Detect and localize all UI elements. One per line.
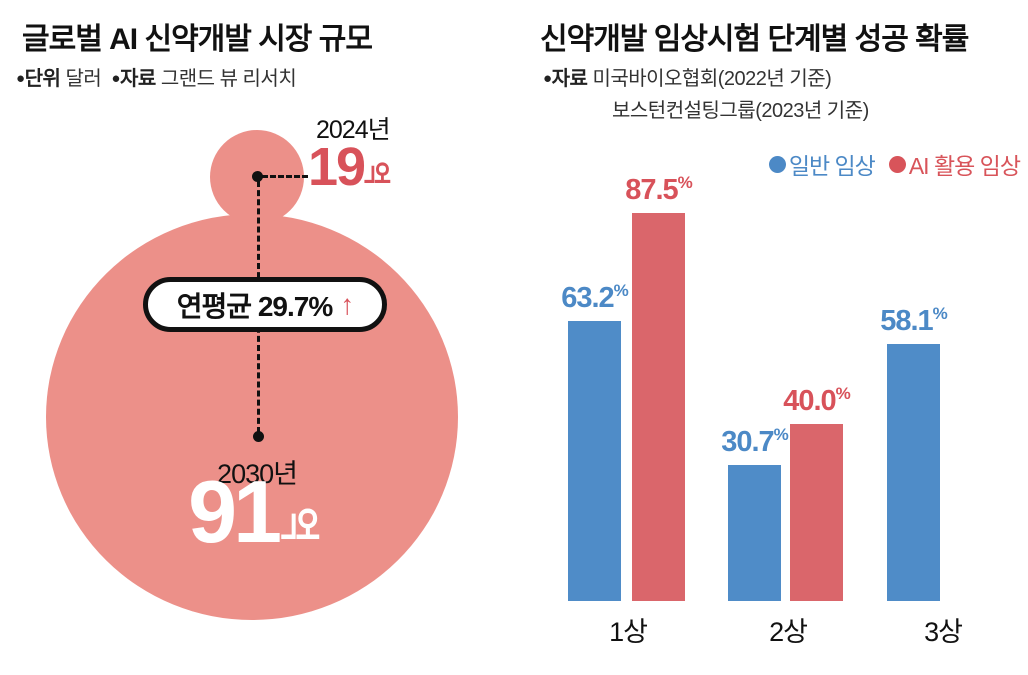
legend-item-ai: AI 활용 임상 xyxy=(888,147,1021,181)
value-2024: 19억 xyxy=(308,140,391,194)
value-2030: 91억 xyxy=(132,468,377,556)
right-chart-title: 신약개발 임상시험 단계별 성공 확률 xyxy=(540,14,969,58)
left-chart-title-text: 글로벌 AI 신약개발 시장 규모 xyxy=(22,23,373,56)
year-label-2024: 2024년 xyxy=(316,116,391,144)
bar-1상-일반 임상 xyxy=(568,321,621,601)
meta-value-unit: 달러 xyxy=(65,68,102,90)
value-2024-unit: 억 xyxy=(361,161,391,186)
meta-key-source: 자료 xyxy=(551,68,588,90)
meta-value-source: 그랜드 뷰 리서치 xyxy=(160,68,297,90)
bullet-icon: ● xyxy=(16,70,25,87)
meta-source-line1: 미국바이오협회(2022년 기준) xyxy=(592,68,832,90)
meta-source-line2: 보스턴컨설팅그룹(2023년 기준) xyxy=(612,100,869,122)
right-chart-meta-line2: 보스턴컨설팅그룹(2023년 기준) xyxy=(612,94,869,123)
connector-dot-bottom xyxy=(253,431,264,442)
meta-key-unit: 단위 xyxy=(24,68,61,90)
category-label-1상: 1상 xyxy=(609,617,648,647)
category-label-3상: 3상 xyxy=(924,617,963,647)
year-label-2030: 2030년 xyxy=(217,459,298,489)
bar-chart-plot-area: 63.2% 87.5% 1상 30.7% 40.0% 2상 58.1% 3상 xyxy=(540,140,1028,675)
bullet-icon: ● xyxy=(111,70,120,87)
bar-2상-AI 활용 임상 xyxy=(790,424,843,601)
growth-badge-label: 연평균 29.7% xyxy=(176,290,333,322)
bar-value-label-2상-일반 임상: 30.7% xyxy=(721,425,789,458)
bar-value-label-1상-AI 활용 임상: 87.5% xyxy=(625,173,693,206)
bar-chart-legend: 일반 임상 AI 활용 임상 xyxy=(768,147,1021,181)
bar-value-label-1상-일반 임상: 63.2% xyxy=(561,281,629,314)
value-2030-number: 91 xyxy=(188,462,282,561)
bar-value-label-3상-일반 임상: 58.1% xyxy=(880,304,948,337)
meta-key-source: 자료 xyxy=(119,68,156,90)
left-chart-meta: ●단위 달러 ●자료 그랜드 뷰 리서치 xyxy=(16,62,297,91)
right-chart-title-text: 신약개발 임상시험 단계별 성공 확률 xyxy=(540,23,969,56)
value-2030-unit: 억 xyxy=(276,506,321,544)
bar-2상-일반 임상 xyxy=(728,465,781,601)
bullet-icon: ● xyxy=(543,70,552,87)
bar-value-label-2상-AI 활용 임상: 40.0% xyxy=(783,384,851,417)
connector-dash-horizontal xyxy=(262,175,308,178)
left-chart-title: 글로벌 AI 신약개발 시장 규모 xyxy=(22,14,373,58)
value-2024-number: 19 xyxy=(308,137,366,197)
bar-3상-일반 임상 xyxy=(887,344,940,601)
category-label-2상: 2상 xyxy=(769,617,808,647)
up-arrow-icon: ↑ xyxy=(340,288,354,320)
growth-badge: 연평균 29.7% ↑ xyxy=(143,277,387,332)
legend-dot-blue-icon xyxy=(768,155,786,173)
connector-dot-top xyxy=(252,171,263,182)
bar-1상-AI 활용 임상 xyxy=(632,213,685,601)
legend-label-general: 일반 임상 xyxy=(788,153,876,179)
legend-label-ai: AI 활용 임상 xyxy=(908,153,1021,179)
right-chart-meta-line1: ●자료 미국바이오협회(2022년 기준) xyxy=(543,62,832,91)
legend-item-general: 일반 임상 xyxy=(768,147,876,181)
legend-dot-red-icon xyxy=(888,155,906,173)
